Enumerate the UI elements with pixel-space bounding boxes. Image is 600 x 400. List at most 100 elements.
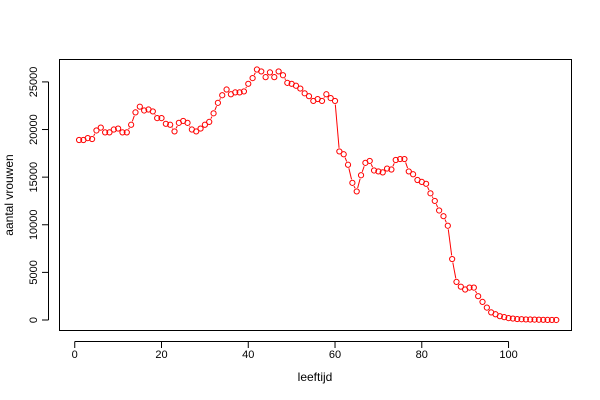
series-segment [427, 186, 430, 191]
data-point [496, 313, 503, 320]
data-point [297, 85, 304, 92]
data-point [75, 136, 83, 144]
data-point [388, 166, 395, 173]
data-point [201, 121, 208, 128]
data-point [292, 82, 300, 89]
x-tick-label: 0 [72, 349, 78, 361]
data-point [375, 168, 382, 175]
y-tick-label: 5000 [28, 260, 40, 284]
data-point [206, 118, 213, 126]
data-point [514, 315, 521, 323]
data-point [102, 129, 109, 136]
data-point [431, 197, 438, 205]
data-point [193, 128, 200, 135]
x-tick-label: 80 [416, 349, 428, 361]
data-point [262, 74, 269, 81]
x-tick-label: 60 [329, 349, 341, 361]
series-segment [284, 78, 286, 80]
data-point [331, 97, 339, 105]
data-point [501, 314, 508, 321]
data-point [344, 161, 352, 168]
series-segment [357, 178, 361, 189]
data-point [271, 74, 278, 81]
x-tick-label: 20 [155, 349, 167, 361]
series-segment [348, 168, 353, 180]
y-axis: 0 5000 10000 15000 20000 25000 [28, 67, 49, 323]
data-point [284, 79, 291, 86]
data-point [427, 190, 434, 197]
data-point [535, 316, 542, 323]
data-point [258, 68, 265, 75]
data-point [245, 80, 252, 87]
data-point [531, 316, 538, 323]
data-point [479, 298, 486, 306]
series-segment [353, 185, 356, 189]
data-point [149, 108, 156, 115]
series-segment [128, 127, 130, 130]
data-point [154, 114, 161, 122]
series-segment [253, 72, 256, 76]
data-point [383, 165, 391, 172]
data-point [279, 72, 287, 79]
data-point [527, 316, 534, 323]
data-point [548, 316, 556, 324]
data-point [423, 180, 430, 187]
series-segment [475, 290, 477, 294]
data-point [505, 314, 512, 322]
data-point [357, 172, 365, 179]
y-tick-label: 25000 [28, 67, 40, 98]
data-point [540, 316, 547, 323]
data-point [141, 107, 148, 114]
data-point [457, 283, 464, 290]
data-point [136, 103, 143, 110]
data-point [232, 89, 239, 96]
data-point [167, 121, 174, 128]
series-segment [452, 262, 457, 279]
data-point [301, 90, 308, 97]
data-point [323, 91, 330, 98]
data-point [379, 169, 386, 176]
series-segment [431, 196, 434, 199]
data-point [240, 88, 248, 95]
series-segment [361, 166, 365, 173]
series-segment [175, 125, 178, 129]
data-point [483, 304, 490, 311]
data-point [436, 207, 443, 214]
data-point [370, 167, 378, 174]
y-tick-label: 0 [28, 317, 40, 323]
data-point [340, 151, 347, 158]
series-segment [93, 133, 96, 137]
y-axis-title: aantal vrouwen [2, 154, 16, 235]
series-segment [210, 116, 213, 119]
data-point [336, 148, 343, 155]
plot-frame [59, 59, 572, 331]
x-tick-label: 100 [499, 349, 517, 361]
data-point [84, 134, 91, 142]
series-segment [392, 163, 395, 167]
data-point [318, 97, 326, 105]
data-point [132, 109, 139, 116]
data-point [162, 120, 169, 127]
data-point [236, 89, 243, 96]
y-tick-label: 20000 [28, 114, 40, 145]
data-point [128, 121, 135, 128]
data-point [115, 125, 122, 132]
series-segment [214, 105, 217, 111]
data-point [93, 127, 100, 134]
series-segment [219, 98, 221, 100]
x-axis-title: leeftijd [298, 370, 333, 384]
data-point [366, 157, 373, 165]
data-point [449, 255, 456, 263]
data-point [553, 316, 560, 324]
data-point [249, 74, 256, 82]
data-point [440, 213, 447, 220]
data-point [392, 156, 399, 164]
data-point [544, 316, 551, 324]
data-point [97, 124, 104, 131]
data-point [223, 86, 230, 93]
data-point [466, 284, 473, 291]
y-tick-label: 10000 [28, 209, 40, 240]
data-point [219, 92, 226, 99]
data-point [509, 315, 516, 322]
data-point [444, 222, 451, 229]
